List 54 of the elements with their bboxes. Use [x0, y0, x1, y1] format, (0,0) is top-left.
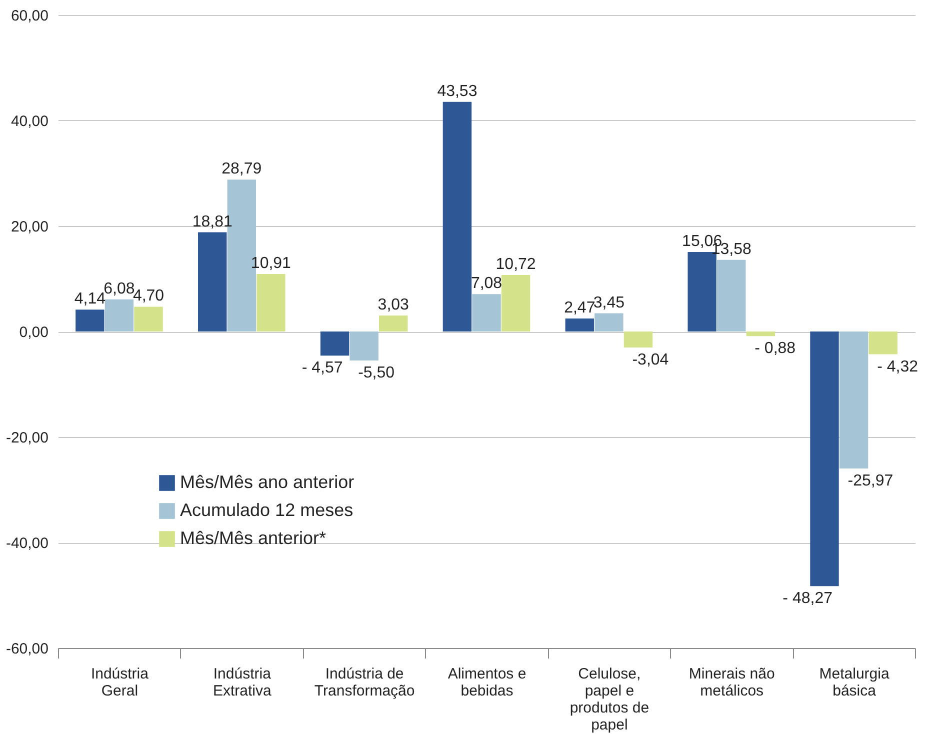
data-label: 2,47	[564, 299, 596, 316]
y-tick-label: -20,00	[6, 430, 48, 446]
y-tick-label: -40,00	[6, 535, 48, 552]
y-tick-label: -60,00	[6, 640, 48, 658]
data-label: - 4,32	[877, 358, 918, 376]
data-label: -3,04	[632, 352, 669, 369]
legend-label: Mês/Mês anterior*	[180, 528, 326, 548]
data-label: 7,08	[470, 275, 502, 292]
bar	[379, 316, 408, 332]
bar	[839, 332, 868, 468]
data-label: 3,45	[593, 294, 625, 312]
data-label: 4,70	[132, 288, 164, 305]
bar	[594, 313, 624, 332]
y-tick-label: 60,00	[10, 8, 48, 24]
data-label: 10,91	[250, 254, 292, 272]
bar	[868, 332, 898, 354]
data-label: -5,50	[358, 364, 395, 382]
bar	[104, 299, 134, 332]
bar	[256, 274, 286, 332]
data-label: 3,03	[378, 296, 410, 314]
data-label: 28,79	[222, 160, 262, 178]
bar	[717, 260, 746, 332]
legend-label: Mês/Mês ano anterior	[180, 472, 354, 492]
bar	[624, 332, 653, 348]
bar	[501, 274, 530, 332]
data-label: - 4,57	[302, 360, 343, 377]
y-tick-label: 40,00	[10, 113, 48, 130]
x-tick-label: Indústria Extrativa	[212, 666, 272, 700]
x-tick-label: Metalurgia básica	[819, 666, 890, 700]
bar	[320, 332, 350, 356]
bar	[134, 306, 163, 332]
data-label: 43,53	[437, 82, 478, 100]
bar	[350, 332, 378, 361]
x-tick-label: Minerais não metálicos	[688, 666, 775, 700]
bar	[746, 332, 775, 336]
y-tick-label: 0,00	[19, 324, 48, 341]
y-tick-label: 20,00	[10, 218, 48, 236]
legend-label: Acumulado 12 meses	[180, 500, 354, 520]
x-tick-label: Indústria de Transformação	[314, 666, 415, 700]
bar	[442, 102, 472, 332]
data-label: 4,14	[74, 290, 106, 308]
data-label: - 48,27	[782, 590, 833, 608]
data-label: - 0,88	[754, 340, 796, 358]
x-tick-label: Alimentos e bebidas	[448, 666, 526, 700]
x-tick-label: Indústria Geral	[90, 666, 150, 700]
data-label: 10,72	[496, 256, 536, 273]
bar	[565, 318, 594, 332]
bar	[76, 310, 104, 332]
x-tick-label: Celulose, papel e produtos de papel	[570, 666, 650, 734]
bar	[810, 332, 839, 586]
bar	[472, 294, 501, 332]
data-label: 18,81	[192, 213, 232, 230]
bar	[198, 232, 227, 332]
data-label: -25,97	[848, 472, 894, 490]
